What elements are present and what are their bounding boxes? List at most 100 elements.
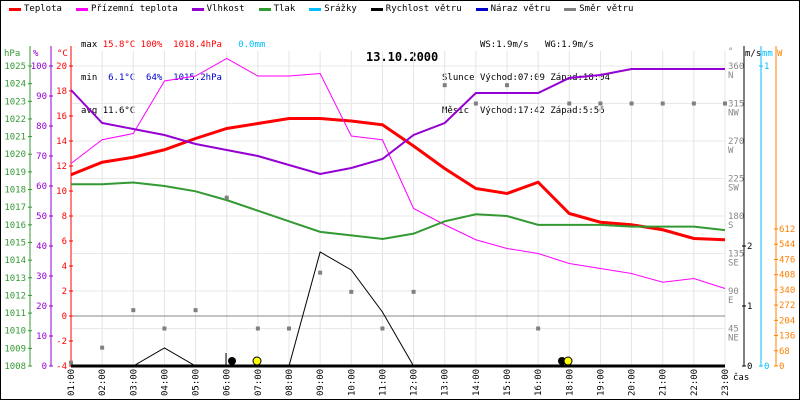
temperature-tick-label: 14 (56, 137, 67, 147)
avg-temp: 11.6°C (102, 106, 136, 116)
rain-tick-label: 1 (764, 62, 769, 72)
x-axis-label: čas (733, 372, 749, 383)
wind-direction-point (505, 83, 509, 88)
wind-direction-point (473, 101, 478, 106)
humidity-tick-label: 20 (36, 302, 47, 312)
max-temp: 15.8°C (102, 40, 136, 50)
series-line-Vlhkost (70, 68, 725, 176)
rain-tick-label: 0 (764, 362, 769, 372)
series-line-Teplota (70, 117, 726, 242)
pressure-tick-label: 1022 (4, 115, 26, 125)
pressure-tick-label: 1018 (4, 186, 26, 196)
wind-direction-point (224, 195, 229, 200)
legend-item: Srážky (309, 4, 357, 14)
humidity-tick-label: 90 (36, 92, 47, 102)
pressure-tick-label: 1014 (4, 256, 26, 266)
series-line-Rychlost-větru (71, 251, 725, 367)
humidity-tick-label: 80 (36, 122, 47, 132)
pressure-unit-label: hPa (4, 49, 20, 59)
direction-tick-label: SW (728, 184, 739, 194)
legend-label: Rychlost větru (385, 4, 462, 14)
legend-swatch (370, 7, 383, 11)
legend-label: Tlak (273, 4, 296, 14)
pressure-tick-label: 1011 (4, 309, 26, 319)
x-tick-label: 19:00 (596, 369, 606, 396)
x-tick-label: 06:00 (223, 369, 233, 396)
temperature-tick-label: 8 (62, 212, 67, 222)
wind-gust-max: WG:1.9m/s (544, 40, 594, 50)
wind-tick-label: 1 (747, 302, 752, 312)
sunrise: Východ:07:09 (479, 73, 545, 83)
direction-tick-label: SE (728, 259, 739, 269)
temperature-tick-label: 18 (56, 87, 67, 97)
solar-tick-label: 68 (779, 347, 790, 357)
x-tick-label: 21:00 (659, 369, 669, 396)
temperature-tick-label: 6 (62, 237, 67, 247)
temperature-tick-label: -4 (56, 362, 67, 372)
pressure-tick-label: 1009 (4, 344, 26, 354)
wind-direction-point (100, 345, 105, 350)
humidity-tick-label: 70 (36, 152, 47, 162)
pressure-tick-label: 1019 (4, 168, 26, 178)
wind-tick-label: 0 (747, 362, 752, 372)
rain-unit-label: mm (762, 49, 773, 59)
solar-tick-label: 476 (779, 255, 795, 265)
legend-swatch (475, 7, 488, 11)
solar-tick-label: 0 (779, 362, 784, 372)
solar-tick-label: 272 (779, 301, 795, 311)
x-tick-label: 12:00 (410, 369, 420, 396)
wind-direction-point (567, 101, 572, 106)
x-tick-label: 15:00 (503, 369, 513, 396)
moon-label: Měsíc (442, 106, 470, 116)
direction-tick-label: S (728, 221, 733, 231)
humidity-tick-label: 0 (42, 362, 47, 372)
legend-label: Srážky (324, 4, 357, 14)
x-tick-label: 04:00 (160, 369, 170, 396)
legend-item: Vlhkost (191, 4, 245, 14)
wind-direction-point (69, 360, 73, 365)
pressure-tick-label: 1020 (4, 150, 26, 160)
pressure-tick-label: 1015 (4, 238, 26, 248)
direction-tick-label: E (728, 296, 733, 306)
wind-direction-point (723, 101, 727, 106)
legend-swatch (309, 7, 322, 11)
temperature-tick-label: 4 (62, 262, 67, 272)
solar-tick-label: 612 (779, 225, 795, 235)
sun-icon (563, 356, 573, 366)
avg-label: avg (81, 106, 98, 116)
wind-direction-point (349, 289, 354, 294)
temperature-unit-label: °C (57, 49, 68, 59)
wind-direction-point (287, 326, 291, 331)
max-label: max (81, 40, 98, 50)
wind-direction-point (536, 326, 541, 331)
direction-tick-label: NW (728, 109, 739, 119)
solar-tick-label: 544 (779, 240, 795, 250)
series-line-Tlak (71, 181, 726, 240)
wind-tick-label: 2 (747, 242, 752, 252)
x-tick-label: 10:00 (347, 369, 357, 396)
legend-label: Náraz větru (490, 4, 551, 14)
min-pressure: 1015.2hPa (173, 73, 222, 83)
legend-label: Teplota (24, 4, 62, 14)
moonset: Západ:5:56 (550, 106, 605, 116)
stats-block: max 15.8°C 100% 1018.4hPa 0.0mm min 6.1°… (81, 18, 265, 139)
wind-unit-label: m/s (745, 49, 761, 59)
legend-swatch (75, 7, 88, 11)
x-tick-label: 09:00 (316, 369, 326, 396)
x-tick-label: 16:00 (534, 369, 544, 396)
pressure-tick-label: 1013 (4, 274, 26, 284)
legend-swatch (258, 7, 271, 11)
x-tick-label: 22:00 (690, 369, 700, 396)
legend-item: Směr větru (564, 4, 633, 14)
sunset: Západ:18:04 (550, 73, 610, 83)
min-humidity: 64% (146, 73, 163, 83)
x-tick-label: 23:00 (721, 369, 731, 396)
x-tick-label: 02:00 (98, 369, 108, 396)
direction-tick-label: NE (728, 334, 739, 344)
x-tick-label: 03:00 (129, 369, 139, 396)
temperature-tick-label: -2 (56, 337, 67, 347)
pressure-tick-label: 1023 (4, 97, 26, 107)
humidity-tick-label: 40 (36, 242, 47, 252)
humidity-tick-label: 50 (36, 212, 47, 222)
